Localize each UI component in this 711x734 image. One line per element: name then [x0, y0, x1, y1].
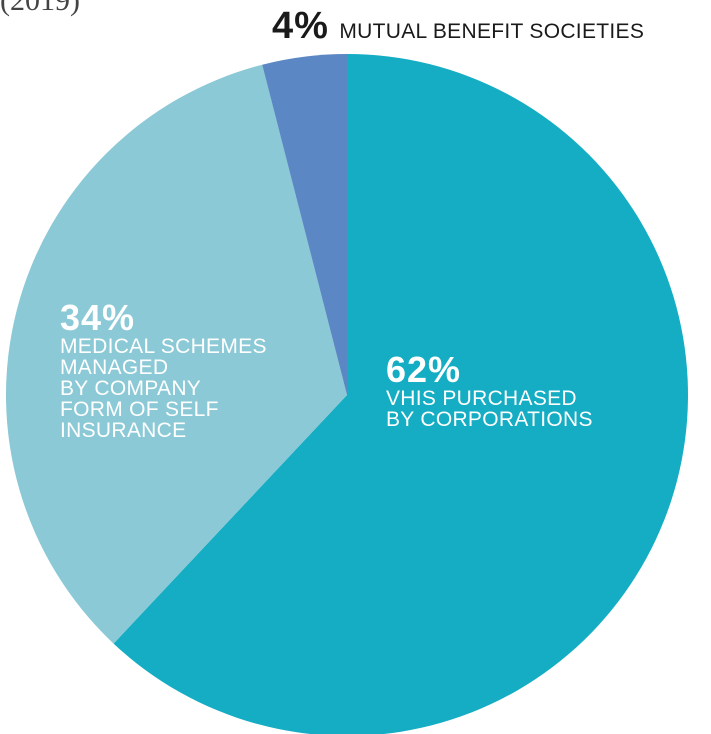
- slice-label-mutual-benefit: 4% MUTUAL BENEFIT SOCIETIES: [272, 7, 644, 45]
- slice-corporations: [113, 54, 688, 734]
- slice-name-medical-schemes: MEDICAL SCHEMES MANAGED BY COMPANY FORM …: [60, 335, 267, 442]
- slice-value-corporations: 62%: [386, 349, 462, 390]
- slice-label-medical-schemes: 34% MEDICAL SCHEMES MANAGED BY COMPANY F…: [60, 297, 267, 442]
- slice-name-corporations: VHIS PURCHASED BY CORPORATIONS: [386, 387, 593, 431]
- slice-value-mutual-benefit: 4%: [272, 5, 329, 47]
- slice-value-medical-schemes: 34%: [60, 297, 136, 338]
- slice-name-mutual-benefit: MUTUAL BENEFIT SOCIETIES: [339, 20, 645, 43]
- partial-title: (2019): [0, 0, 80, 17]
- slice-mutual-benefit: [262, 54, 347, 395]
- slice-label-corporations: 62% VHIS PURCHASED BY CORPORATIONS: [386, 349, 593, 431]
- slice-medical-schemes: [5, 64, 347, 644]
